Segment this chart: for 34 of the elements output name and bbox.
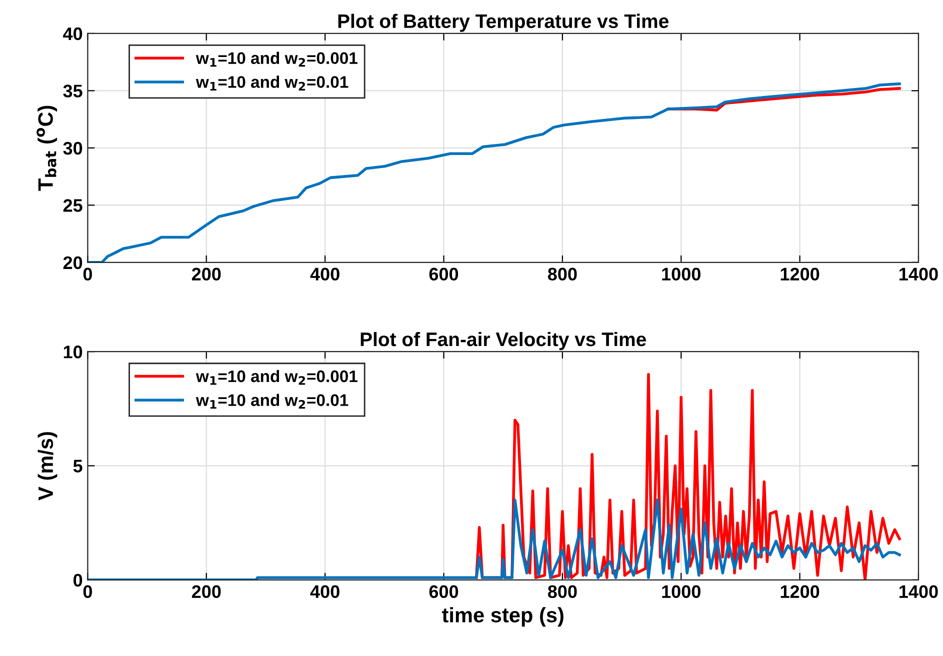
line-series (88, 498, 901, 580)
x-tick-label: 400 (310, 268, 340, 281)
x-tick-label: 0 (83, 268, 92, 281)
y-tick-label: 30 (63, 142, 82, 155)
x-tick-label: 800 (548, 585, 577, 598)
y-tick-label: 0 (74, 574, 82, 587)
y-axis-title: T$_{bat}$ ($^{o}$C) (36, 106, 58, 191)
legend-label: w$_{1}$=10 and w$_{2}$=0.001 (196, 52, 358, 67)
y-tick-label: 35 (63, 84, 82, 98)
x-tick-label: 200 (192, 268, 221, 281)
x-tick-label: 1400 (900, 268, 938, 281)
x-tick-label: 600 (429, 268, 458, 281)
y-tick-label: 20 (63, 256, 82, 270)
x-tick-label: 1000 (662, 268, 700, 281)
y-tick-label: 25 (63, 199, 82, 212)
x-tick-label: 0 (83, 585, 92, 598)
legend-label: w$_{1}$=10 and w$_{2}$=0.01 (196, 394, 348, 409)
x-tick-label: 1200 (780, 585, 820, 598)
y-axis-title: V (m/s) (38, 432, 58, 500)
x-tick-label: 1200 (780, 268, 820, 281)
x-tick-label: 1400 (900, 585, 938, 598)
y-tick-label: 10 (64, 346, 82, 358)
x-tick-label: 800 (548, 268, 577, 281)
chart-title: Plot of Battery Temperature vs Time (338, 14, 668, 32)
legend-label: w$_{1}$=10 and w$_{2}$=0.001 (196, 370, 358, 385)
x-tick-label: 1000 (662, 585, 700, 598)
y-tick-label: 40 (63, 27, 82, 40)
x-tick-label: 400 (310, 585, 340, 598)
x-axis-title: time step (s) (442, 607, 564, 627)
y-tick-label: 5 (73, 460, 82, 472)
x-tick-label: 600 (429, 585, 458, 598)
x-tick-label: 200 (192, 585, 221, 598)
legend-label: w$_{1}$=10 and w$_{2}$=0.01 (196, 76, 348, 90)
chart-title: Plot of Fan-air Velocity vs Time (360, 332, 646, 350)
